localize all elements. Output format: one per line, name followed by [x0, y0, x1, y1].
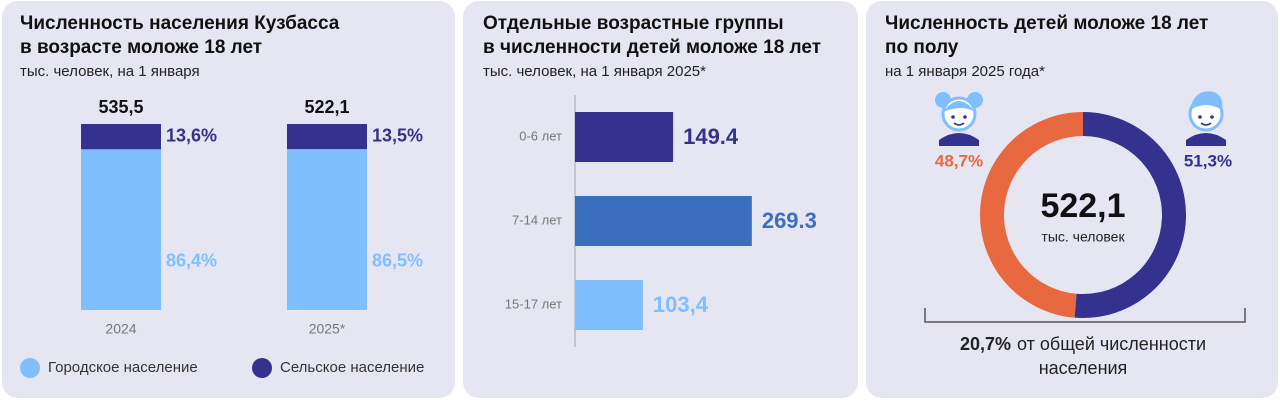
- data-label: 86,4%: [166, 251, 217, 271]
- center-unit: тыс. человек: [1041, 229, 1125, 245]
- donut-segment: [1074, 112, 1187, 318]
- legend-label: Городское население: [48, 359, 198, 376]
- chart-subtitle: тыс. человек, на 1 января: [20, 63, 200, 80]
- girl-icon: [935, 92, 983, 146]
- chart-title: по полу: [885, 37, 959, 58]
- total-label: 522,1: [304, 97, 349, 117]
- x-tick-label: 2025*: [309, 321, 346, 337]
- note-value: 20,7%: [960, 334, 1011, 354]
- x-tick-label: 2024: [105, 321, 136, 337]
- y-tick-label: 15-17 лет: [505, 296, 562, 311]
- y-tick-label: 0-6 лет: [519, 128, 562, 143]
- note: 20,7% от общей численности: [960, 334, 1206, 354]
- chart-subtitle: тыс. человек, на 1 января 2025*: [483, 63, 706, 80]
- total-label: 535,5: [98, 97, 143, 117]
- data-label: 86,5%: [372, 250, 423, 270]
- chart-title: Численность детей моложе 18 лет: [885, 13, 1208, 34]
- donut-segment: [980, 112, 1083, 318]
- legend-label: Сельское население: [280, 359, 424, 376]
- data-label: 51,3%: [1184, 151, 1232, 170]
- chart-title: Отдельные возрастные группы: [483, 13, 784, 34]
- bar-segment: [287, 149, 367, 310]
- panel: [2, 1, 455, 398]
- data-label: 13,5%: [372, 125, 423, 145]
- bar: [575, 280, 643, 330]
- bar: [575, 112, 674, 162]
- note-text: населения: [1039, 358, 1128, 378]
- boy-icon: [1186, 91, 1226, 146]
- chart-title: Численность населения Кузбасса: [20, 13, 340, 34]
- data-label: 103,4: [653, 292, 709, 317]
- bar: [575, 196, 752, 246]
- bar-segment: [81, 124, 161, 150]
- note-text: от общей численности: [1017, 334, 1206, 354]
- data-label: 48,7%: [935, 151, 983, 170]
- legend-marker: [20, 358, 40, 378]
- chart-title: в возрасте моложе 18 лет: [20, 37, 262, 58]
- bar-segment: [81, 149, 161, 310]
- data-label: 269.3: [762, 208, 817, 233]
- data-label: 149.4: [683, 124, 739, 149]
- y-tick-label: 7-14 лет: [512, 212, 562, 227]
- chart-title: в численности детей моложе 18 лет: [483, 37, 821, 58]
- data-label: 13,6%: [166, 125, 217, 145]
- chart-subtitle: на 1 января 2025 года*: [885, 63, 1045, 80]
- bracket: [924, 308, 1246, 323]
- center-value: 522,1: [1040, 187, 1125, 225]
- legend-marker: [252, 358, 272, 378]
- bar-segment: [287, 124, 367, 150]
